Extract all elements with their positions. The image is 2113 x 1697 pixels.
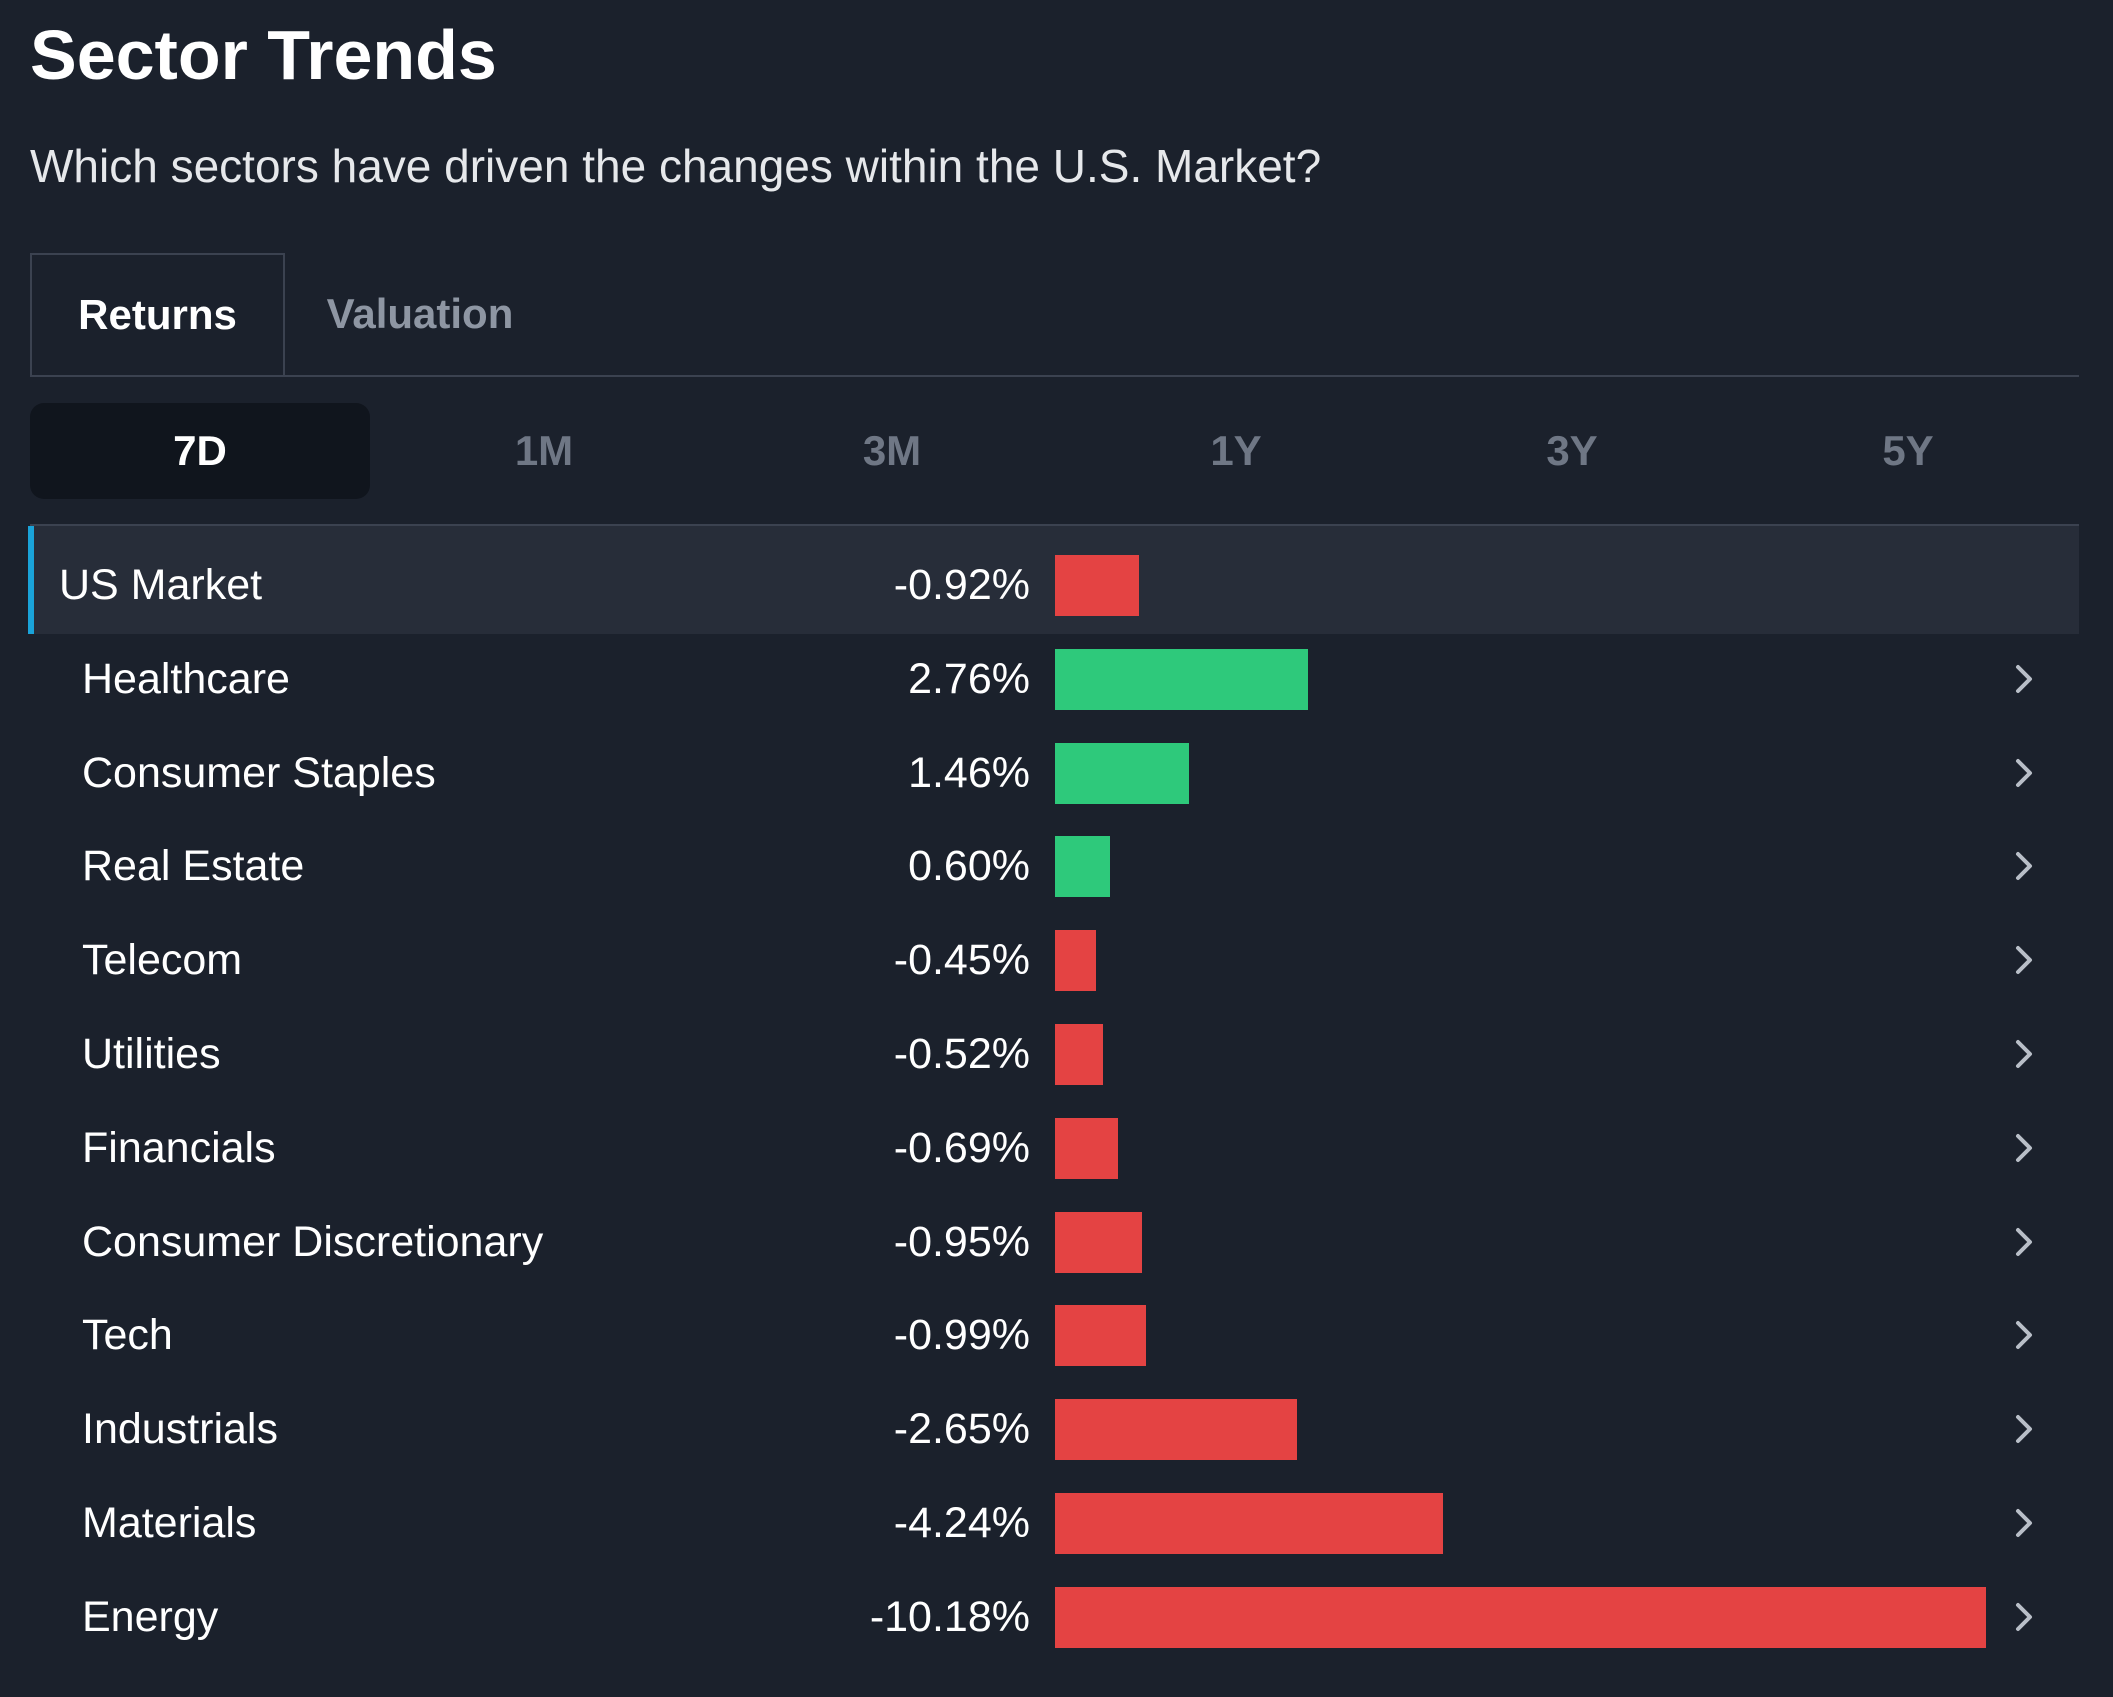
category-label: Consumer Staples [82, 748, 436, 797]
value-label: -0.52% [893, 1030, 1030, 1078]
value-label: 1.46% [908, 748, 1030, 797]
chevron-right-icon [2016, 1321, 2032, 1350]
sector-row-consumer-staples[interactable]: Consumer Staples 1.46% [0, 726, 2113, 820]
chevron-right-icon [2016, 664, 2032, 693]
market-row-highlight [28, 526, 2079, 634]
bar-energy [1055, 1586, 1987, 1648]
sector-row-financials[interactable]: Financials -0.69% [0, 1101, 2113, 1195]
bar-financials [1055, 1117, 1119, 1179]
value-label: -0.45% [893, 936, 1030, 985]
chevron-right-icon [2016, 1602, 2032, 1631]
bar-industrials [1055, 1399, 1298, 1461]
category-label: Real Estate [82, 842, 305, 891]
sector-row-materials[interactable]: Materials -4.24% [0, 1476, 2113, 1570]
chevron-right-icon [2016, 946, 2032, 975]
chevron-right-icon [2016, 1509, 2032, 1537]
value-label: -0.99% [893, 1311, 1030, 1360]
chevron-right-icon [2016, 758, 2032, 787]
category-label: Utilities [82, 1030, 221, 1078]
sector-row-real-estate[interactable]: Real Estate 0.60% [0, 819, 2113, 913]
bar-materials [1055, 1493, 1443, 1554]
category-label: Industrials [82, 1405, 278, 1454]
sector-row-telecom[interactable]: Telecom -0.45% [0, 913, 2113, 1007]
value-label: -2.65% [893, 1405, 1030, 1454]
chevron-right-icon [2016, 852, 2032, 881]
bar-utilities [1055, 1024, 1103, 1085]
sector-row-utilities[interactable]: Utilities -0.52% [0, 1007, 2113, 1101]
bar-tech [1055, 1305, 1146, 1367]
rows-divider [30, 524, 2079, 526]
period-3m[interactable]: 3M [862, 427, 922, 474]
category-label: Consumer Discretionary [82, 1217, 544, 1266]
page-title: Sector Trends [30, 16, 497, 94]
value-label: 0.60% [908, 842, 1030, 891]
period-selector: 7D 1M 3M 1Y 3Y 5Y [30, 403, 2079, 499]
sector-row-industrials[interactable]: Industrials -2.65% [0, 1382, 2113, 1476]
sector-row-healthcare[interactable]: Healthcare 2.76% [0, 632, 2113, 726]
period-3y[interactable]: 3Y [1546, 427, 1598, 474]
value-label: -0.95% [893, 1217, 1030, 1266]
period-1y[interactable]: 1Y [1210, 427, 1262, 474]
sector-row-consumer-discretionary[interactable]: Consumer Discretionary -0.95% [0, 1195, 2113, 1289]
value-label: 2.76% [908, 654, 1030, 703]
category-label: Tech [82, 1311, 173, 1360]
category-label: Energy [82, 1592, 219, 1641]
category-label: Telecom [82, 936, 243, 985]
bar-consumer-staples [1055, 742, 1189, 804]
tab-returns[interactable]: Returns [30, 253, 285, 375]
period-5y[interactable]: 5Y [1882, 427, 1934, 474]
bar-healthcare [1055, 648, 1308, 710]
chevron-right-icon [2016, 1040, 2032, 1068]
bar-real-estate [1055, 836, 1110, 898]
chevron-right-icon [2016, 1133, 2032, 1162]
chevron-right-icon [2016, 1415, 2032, 1444]
category-label: Financials [82, 1123, 276, 1172]
category-label: Materials [82, 1499, 257, 1547]
page-subtitle: Which sectors have driven the changes wi… [30, 140, 1322, 192]
bar-us-market [1055, 555, 1140, 616]
period-1m[interactable]: 1M [514, 427, 574, 474]
period-7d[interactable]: 7D [30, 403, 370, 499]
sector-row-energy[interactable]: Energy -10.18% [0, 1570, 2113, 1664]
category-label: Healthcare [82, 654, 290, 703]
bar-consumer-discretionary [1055, 1211, 1142, 1273]
tab-valuation[interactable]: Valuation [326, 290, 514, 337]
bar-telecom [1055, 930, 1097, 992]
value-label: -0.69% [893, 1123, 1030, 1172]
metric-tabs: Returns Valuation [30, 253, 2079, 377]
value-label: -4.24% [893, 1499, 1030, 1547]
market-row: US Market -0.92% [0, 538, 2113, 632]
category-label: US Market [59, 561, 263, 609]
value-label: -0.92% [893, 561, 1030, 609]
chevron-right-icon [2016, 1227, 2032, 1256]
value-label: -10.18% [869, 1592, 1030, 1641]
sector-row-tech[interactable]: Tech -0.99% [0, 1288, 2113, 1382]
